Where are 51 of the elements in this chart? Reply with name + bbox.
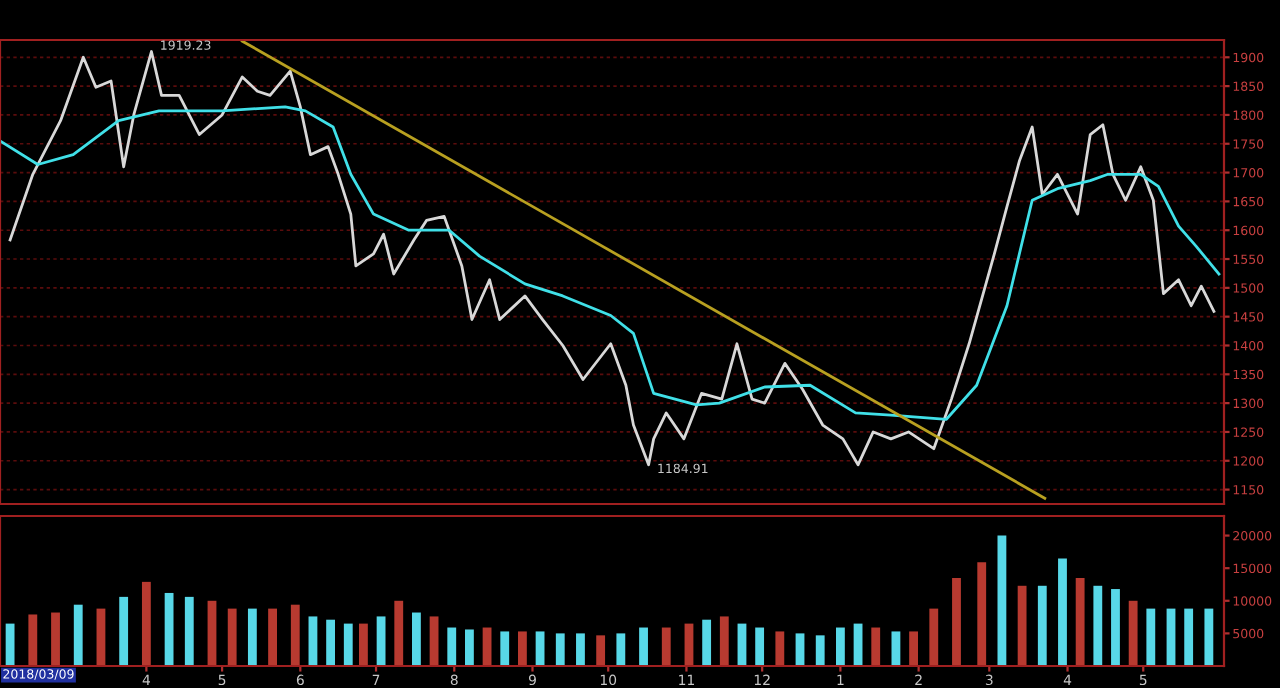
bar [359,623,368,666]
bar [871,627,881,666]
bar [247,608,257,666]
bar [28,614,38,666]
line-series [0,105,1221,421]
bar [51,612,60,666]
bar [290,604,300,666]
bar [815,635,825,666]
bar [1204,608,1214,666]
bar [1093,585,1103,666]
bar [755,627,765,666]
bar [952,577,961,666]
bar [1058,558,1067,666]
bar [164,592,174,666]
bar [1037,585,1047,666]
bar [616,633,626,666]
bar [119,596,129,666]
bar [596,635,606,666]
bar [326,619,336,666]
bar [517,631,527,666]
bar [73,604,83,666]
bar [702,619,712,666]
bar [661,627,671,666]
bar [997,535,1007,666]
bar [1128,600,1138,666]
bar [1017,585,1027,666]
bar [639,627,648,666]
bar [227,608,237,666]
bar [1111,589,1120,666]
bar [464,629,474,666]
line-series [8,50,1216,467]
bar [555,633,565,666]
bar [500,631,510,666]
bar [343,623,353,666]
bar [184,596,194,666]
bar [1146,608,1156,666]
bar [909,631,918,666]
bar [412,612,421,666]
bar [447,627,457,666]
bar [1184,608,1194,666]
bar [929,608,939,666]
bar [576,633,585,666]
bar [719,616,729,666]
bar [141,581,151,666]
bar [835,627,845,666]
bar [268,608,277,666]
bar [977,562,987,666]
bar [5,623,15,666]
bar [394,600,404,666]
bar [1075,577,1085,666]
bar [775,631,785,666]
